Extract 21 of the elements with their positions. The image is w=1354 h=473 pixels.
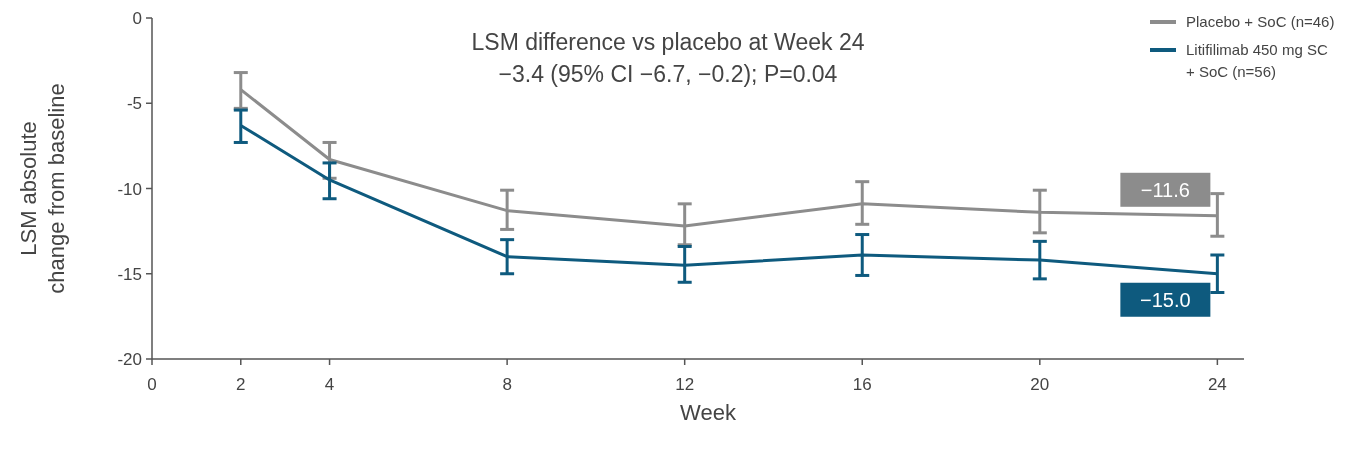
- text: LSM difference vs placebo at Week 24: [471, 29, 865, 55]
- y-tick-label: -10: [117, 179, 142, 199]
- x-tick-label: 8: [502, 375, 512, 394]
- x-tick-label: 2: [236, 375, 246, 394]
- data-label: −15.0: [1140, 288, 1191, 311]
- x-tick-label: 24: [1207, 375, 1227, 394]
- data-label: −11.6: [1140, 178, 1190, 201]
- x-tick-label: 20: [1030, 375, 1050, 394]
- y-tick-label: -5: [126, 94, 142, 114]
- y-tick-label: -20: [117, 350, 142, 369]
- legend-label: Placebo + SoC (n=46): [1186, 13, 1335, 30]
- legend-label: Litifilimab 450 mg SC + SoC (n=56): [1186, 41, 1328, 80]
- text: −3.4 (95% CI −6.7, −0.2); P=0.04: [498, 61, 838, 87]
- x-axis-title: Week: [680, 400, 737, 425]
- y-tick-label: -15: [117, 264, 142, 284]
- x-tick-label: 4: [324, 375, 335, 394]
- y-tick-label: 0: [132, 9, 142, 28]
- x-tick-label: 16: [852, 375, 872, 394]
- x-tick-label: 12: [675, 375, 695, 394]
- y-axis-title: LSM absolute change from baseline: [16, 83, 69, 294]
- x-tick-label: 0: [147, 375, 157, 394]
